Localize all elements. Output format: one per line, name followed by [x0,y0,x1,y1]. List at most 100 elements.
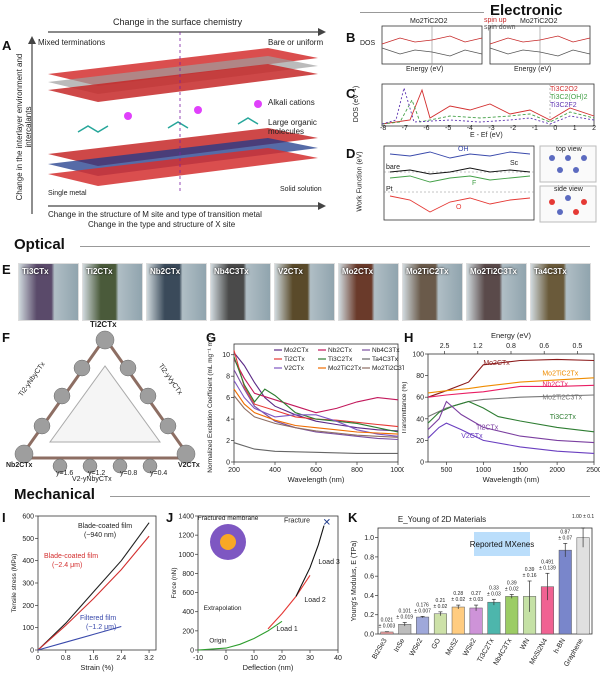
y-tick-label: 0.2 [364,612,374,619]
y-tick-label: 0 [226,460,230,467]
panel-b-legend-up: spin up [484,17,507,24]
plot-frame [377,527,593,635]
panel-a-solid-label: Solid solution [280,186,322,193]
panel-a-organic-label: Large organic molecules [268,118,317,136]
series-label: Ti3C2Tx [550,414,577,421]
panel-c-tick: -4 [466,125,473,132]
y-axis-label: Normalized Excitation Coefficient (mL mg… [207,333,214,472]
category-label: MoSi2N4 [529,637,550,666]
vial-label: Mo2CTx [342,267,374,276]
panel-d-label-oh: OH [458,146,469,153]
series-line [295,525,325,597]
x-tick-label: 500 [441,467,453,474]
panel-label-f: F [2,330,10,345]
fracture-mark: ✕ [323,518,331,529]
x-tick-label: 2500 [586,467,600,474]
panel-c-frame [381,83,595,127]
annotation: Fracture [284,518,310,525]
panel-f-tick: y=0.8 [120,470,138,477]
panel-i-chart: 0 0.8 1.6 2.4 3.2 0 100 200 300 400 500 600 Strain (… [11,514,157,672]
panel-d-label-bare: bare [386,164,401,171]
panel-h-chart: 500 1000 1500 2000 2500 0 20 40 60 80 100 Wavelengt… [402,331,600,484]
x-axis-label: Wavelength (nm) [483,475,540,484]
panel-f-tick: y=1.6 [56,470,74,477]
y-tick-label: 600 [22,514,34,521]
panel-c-tick: -6 [423,125,430,132]
data-label: ± 0.02 [433,604,447,610]
panel-a-illustration [28,28,326,214]
y-axis-label: Tensile stress (MPa) [11,554,18,613]
x-tick-label: 2000 [549,467,565,474]
vial-label: Nb4C3Tx [214,267,249,276]
layer-top-bottom [48,64,318,102]
panel-a-mixed-label: Mixed terminations [38,38,106,47]
bar [505,596,519,635]
y-tick-label: 1200 [178,533,194,540]
vial-photo: Nb2CTx [146,263,207,321]
vial-label: V2CTx [278,267,303,276]
bar [451,606,465,635]
panel-d-frame [383,145,535,221]
data-label: ± 0.139 [539,565,556,571]
category-label: h-BN [553,638,567,655]
series-label: Mo2TiC2Tx [542,371,578,378]
panel-d-sideview-label: side view [554,186,583,193]
panel-c-series-o2 [381,88,595,125]
organic-molecules [77,117,259,133]
annotation: Blade-coated film [78,523,132,530]
bar [380,631,394,635]
annotation: Reported MXenes [470,540,534,549]
divider-electronic [360,12,484,13]
panel-b-spinup-left [381,35,483,45]
series-label: Mo2Ti2C3Tx [542,394,582,401]
panel-f-bottom-edge: V2-yNbyCTx [72,476,112,483]
panel-b-left-title: Mo2TiC2O2 [410,18,448,25]
panel-a: Change in the surface chemistry Mixed te… [15,14,338,230]
category-label: WN [519,638,531,652]
series-label: Ti2CTx [476,425,499,432]
x-tick-label: 600 [310,467,322,474]
vial-photo: Mo2TiC2Tx [402,263,463,321]
legend-entry: Ti2CTx [284,356,305,363]
panel-a-bare-label: Bare or uniform [268,38,324,47]
x-tick-label: 20 [278,655,286,662]
panel-g-chart: 200 400 600 800 1000 0 2 4 6 8 10 Wavelength (nm) No… [207,333,404,484]
x-tick-label: 10 [250,655,258,662]
vial-label: Nb2CTx [150,267,181,276]
y-tick-label: 0.0 [364,632,374,639]
vial-label: Ti3CTx [22,267,49,276]
y-tick-label: 1400 [178,514,194,521]
series-line [233,350,399,428]
section-mechanical: Mechanical [14,486,95,503]
x-tick-label: 3.2 [144,655,154,662]
data-label: ± 0.003 [379,624,396,630]
data-label: 0.39 [525,567,535,573]
panel-label-g: G [206,330,217,345]
data-label: 0.33 [489,585,499,591]
panel-d: Work Function (eV) OH Sc bare F O Pt top… [357,142,598,232]
y-tick-label: 0 [190,648,194,655]
y-tick-label: 8 [226,374,230,381]
panel-f-tick: y=0.4 [150,470,168,477]
series-line [37,625,122,651]
category-label: Graphene [563,637,585,668]
panel-b-legend-down: spin down [484,24,516,31]
annotation: Blade-coated film [44,553,98,560]
y-tick-label: 10 [222,352,230,359]
data-label: ± 0.007 [414,608,431,614]
series-line [233,356,399,433]
panel-f-discs [14,330,196,474]
data-label: 0.87 [560,529,570,535]
data-label: ± 0.07 [558,535,572,541]
legend-entry: Mo2CTx [284,347,309,354]
panel-c: DOS (eV⁻¹) E - Ef (eV) Ti3C2O2 Ti3C2(OH)… [353,80,598,142]
annotation: Fractured membrane [198,515,259,522]
panel-label-c: C [346,86,356,101]
data-label: ± 0.16 [523,573,537,579]
chart-title: E_Young of 2D Materials [398,515,486,524]
vial-photo: Ti2CTx [82,263,143,321]
series-line [427,394,595,418]
panel-c-tick: 1 [572,125,577,132]
x-tick-label: -10 [193,655,203,662]
y-tick-label: 1000 [178,552,194,559]
